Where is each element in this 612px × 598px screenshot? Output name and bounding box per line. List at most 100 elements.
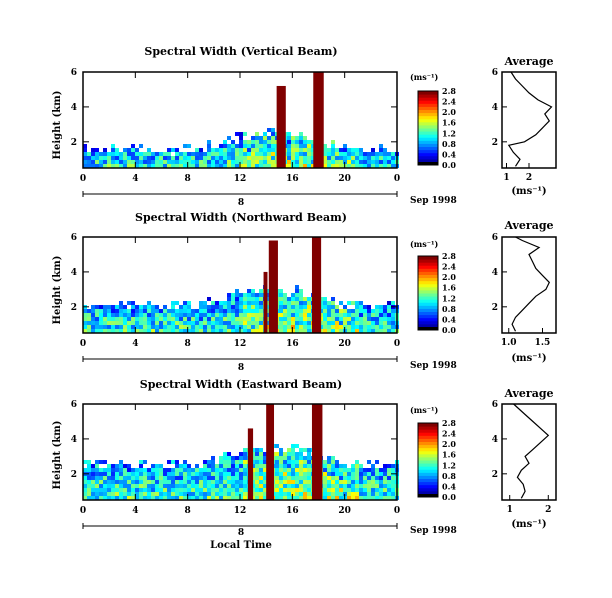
heatmap-cell <box>227 144 231 148</box>
heatmap-cell <box>303 325 307 329</box>
colorbar-tick-label: 1.6 <box>442 450 456 460</box>
heatmap-cell <box>87 468 91 472</box>
heatmap-cell <box>211 476 215 480</box>
heatmap-cell <box>335 492 339 496</box>
heatmap-cell <box>115 148 119 152</box>
heatmap-cell <box>195 476 199 480</box>
heatmap-cell <box>259 480 263 484</box>
heatmap-cell <box>103 329 107 333</box>
heatmap-cell <box>255 448 259 452</box>
heatmap-cell <box>243 329 247 333</box>
heatmap-cell <box>95 460 99 464</box>
heatmap-cell <box>187 472 191 476</box>
heatmap-cell <box>187 305 191 309</box>
heatmap-cell <box>311 156 315 160</box>
heatmap-cell <box>139 472 143 476</box>
heatmap-cell <box>251 325 255 329</box>
heatmap-cell <box>335 313 339 317</box>
high-width-band <box>311 404 323 500</box>
heatmap-cell <box>107 496 111 500</box>
heatmap-cell <box>255 301 259 305</box>
heatmap-cell <box>367 472 371 476</box>
heatmap-cell <box>339 325 343 329</box>
heatmap-cell <box>291 476 295 480</box>
heatmap-cell <box>387 305 391 309</box>
heatmap-cell <box>127 309 131 313</box>
heatmap-cell <box>327 305 331 309</box>
heatmap-cell <box>343 148 347 152</box>
heatmap-cell <box>167 148 171 152</box>
heatmap-cell <box>343 152 347 156</box>
heatmap-cell <box>95 492 99 496</box>
heatmap-cell <box>219 152 223 156</box>
heatmap-cell <box>155 484 159 488</box>
heatmap-cell <box>83 329 87 333</box>
heatmap-cell <box>259 152 263 156</box>
heatmap-cell <box>143 472 147 476</box>
colorbar-segment <box>418 314 438 319</box>
heatmap-cell <box>383 476 387 480</box>
colorbar-tick-label: 0.4 <box>442 481 456 491</box>
heatmap-cell <box>379 152 383 156</box>
heatmap-cell <box>231 305 235 309</box>
heatmap-cell <box>283 293 287 297</box>
heatmap-cell <box>263 148 267 152</box>
heatmap-cell <box>179 305 183 309</box>
heatmap-cell <box>227 496 231 500</box>
heatmap-cell <box>291 305 295 309</box>
heatmap-cell <box>307 164 311 168</box>
heatmap-cell <box>211 488 215 492</box>
heatmap-cell <box>387 156 391 160</box>
heatmap-cell <box>355 484 359 488</box>
heatmap-cell <box>115 468 119 472</box>
heatmap-cell <box>175 317 179 321</box>
heatmap-cell <box>299 464 303 468</box>
heatmap-cell <box>359 476 363 480</box>
heatmap-cell <box>327 152 331 156</box>
heatmap-cell <box>343 313 347 317</box>
heatmap-cell <box>219 309 223 313</box>
heatmap-cell <box>167 164 171 168</box>
heatmap-cell <box>351 492 355 496</box>
heatmap-cell <box>327 301 331 305</box>
heatmap-cell <box>391 321 395 325</box>
heatmap-cell <box>235 289 239 293</box>
heatmap-cell <box>255 480 259 484</box>
heatmap-cell <box>227 305 231 309</box>
heatmap-cell <box>359 321 363 325</box>
heatmap-cell <box>371 329 375 333</box>
heatmap-cell <box>283 460 287 464</box>
colorbar-segment <box>418 271 438 275</box>
colorbar-segment <box>418 158 438 163</box>
heatmap-cell <box>167 152 171 156</box>
heatmap-cell <box>391 488 395 492</box>
heatmap-cell <box>147 325 151 329</box>
heatmap-cell <box>203 313 207 317</box>
heatmap-cell <box>307 313 311 317</box>
heatmap-cell <box>291 456 295 460</box>
heatmap-cell <box>367 468 371 472</box>
heatmap-cell <box>83 484 87 488</box>
heatmap-cell <box>231 144 235 148</box>
heatmap-cell <box>127 464 131 468</box>
heatmap-cell <box>311 152 315 156</box>
heatmap-cell <box>327 492 331 496</box>
heatmap-cell <box>191 492 195 496</box>
heatmap-cell <box>259 156 263 160</box>
heatmap-cell <box>303 305 307 309</box>
heatmap-cell <box>367 496 371 500</box>
heatmap-cell <box>323 152 327 156</box>
heatmap-cell <box>279 301 283 305</box>
heatmap-cell <box>187 325 191 329</box>
heatmap-cell <box>179 152 183 156</box>
heatmap-cell <box>103 317 107 321</box>
heatmap-cell <box>183 329 187 333</box>
heatmap-cell <box>263 488 267 492</box>
heatmap-cell <box>379 476 383 480</box>
heatmap-cell <box>327 456 331 460</box>
heatmap-cell <box>123 317 127 321</box>
heatmap-cell <box>119 484 123 488</box>
heatmap-cell <box>199 325 203 329</box>
heatmap-cell <box>379 325 383 329</box>
heatmap-cell <box>247 160 251 164</box>
